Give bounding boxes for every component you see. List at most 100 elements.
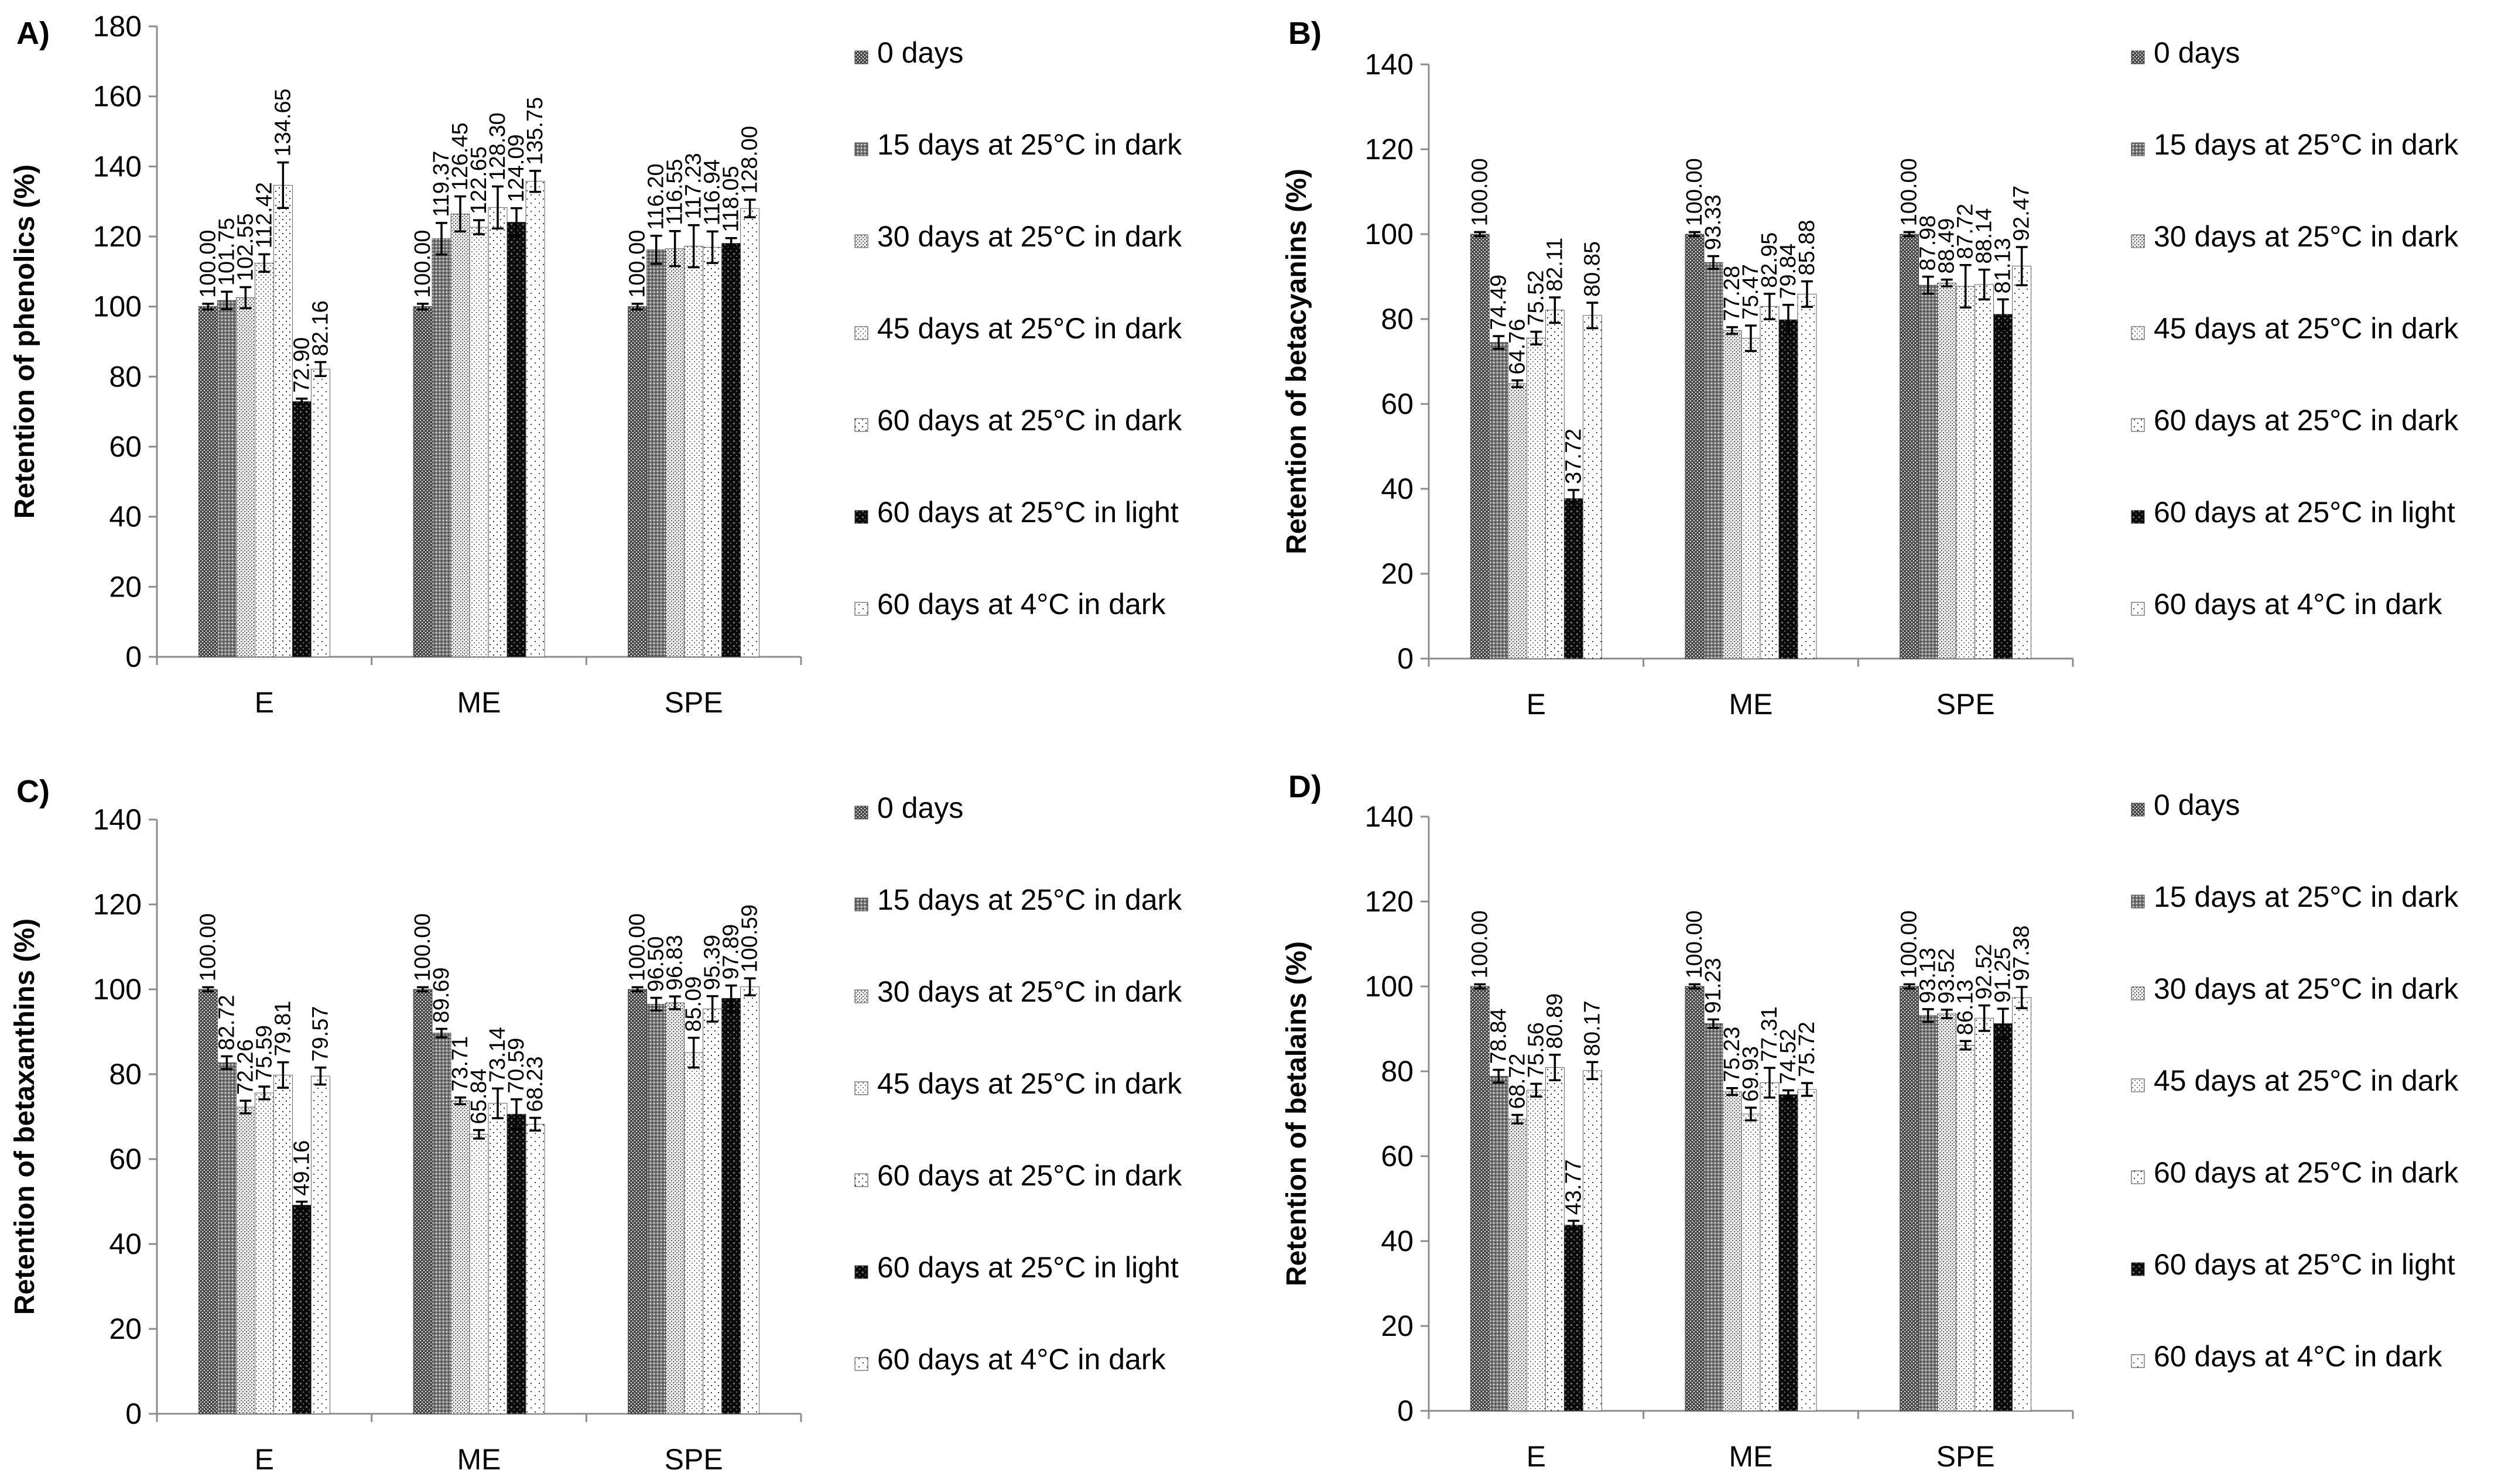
y-tick-label: 80 [1381,1055,1414,1088]
x-category-label: E [1527,1440,1546,1473]
data-label: 135.75 [523,97,547,165]
y-axis-title: Retention of betaxanthins (%) [9,918,40,1315]
x-category-label: E [255,1443,274,1476]
legend-swatch [854,806,868,820]
legend-swatch [2131,326,2145,340]
x-category-label: SPE [665,1443,723,1476]
bar [1470,234,1490,659]
bar [1545,310,1565,659]
y-tick-label: 160 [93,80,142,113]
data-label: 102.55 [233,213,258,281]
bar [1956,286,1976,659]
bar [413,306,433,657]
bar [646,1003,666,1414]
x-category-label: ME [1729,688,1773,721]
bar [628,306,648,657]
y-tick-label: 100 [1365,218,1414,251]
bar [1797,293,1817,659]
legend-swatch [2131,803,2145,817]
data-label: 100.59 [738,904,762,972]
data-label: 112.42 [252,182,276,248]
data-label: 80.89 [1542,993,1567,1049]
data-label: 75.23 [1720,1027,1744,1082]
bar [684,1052,704,1414]
x-category-label: SPE [665,686,723,719]
data-label: 134.65 [271,88,295,156]
legend-label: 45 days at 25°C in dark [877,312,1182,345]
data-label: 100.00 [1897,158,1922,226]
y-tick-label: 60 [1381,388,1414,420]
data-label: 49.16 [289,1140,314,1196]
legend-label: 45 days at 25°C in dark [2154,312,2459,345]
y-tick-label: 140 [93,803,142,836]
legend-swatch [2131,1078,2145,1092]
y-tick-label: 140 [1365,48,1414,81]
legend-swatch [854,142,868,156]
data-label: 92.47 [2010,186,2034,241]
bar [217,1062,237,1414]
bar [198,989,218,1414]
legend-swatch [854,1081,868,1095]
data-label: 118.05 [719,166,744,232]
bar [525,1123,545,1414]
bar [469,1134,489,1414]
bar [721,998,741,1414]
data-label: 122.65 [467,146,491,214]
bar [1778,319,1798,659]
x-category-label: E [255,686,274,719]
legend-label: 15 days at 25°C in dark [877,883,1182,916]
bar [1975,284,1994,659]
legend-swatch [854,326,868,340]
y-tick-label: 0 [1397,642,1414,675]
y-tick-label: 20 [109,1312,142,1345]
bar [235,297,255,657]
bar [1685,234,1705,659]
y-tick-label: 40 [1381,472,1414,505]
bar [254,262,274,657]
data-label: 97.89 [719,924,744,979]
data-label: 96.50 [644,936,669,992]
bar [1993,1023,2013,1411]
bar [2012,266,2032,659]
chart-panel-1: A) Retention of phenolics (%) 0 20 40 60 80 100… [9,10,1182,719]
data-label: 82.72 [214,995,239,1050]
x-category-label: ME [457,1443,501,1476]
data-label: 101.75 [214,218,239,286]
legend-label: 30 days at 25°C in dark [877,220,1182,253]
data-label: 93.33 [1701,194,1726,250]
legend-swatch [2131,50,2145,64]
data-label: 117.23 [682,153,706,219]
data-label: 128.30 [485,112,510,180]
bar [1900,234,1919,659]
legend-swatch [2131,510,2145,524]
legend-label: 60 days at 4°C in dark [877,1343,1166,1376]
legend-label: 15 days at 25°C in dark [2154,880,2459,913]
data-label: 85.88 [1795,220,1819,276]
data-label: 72.90 [289,337,314,393]
data-label: 91.23 [1701,958,1726,1013]
legend-label: 15 days at 25°C in dark [2154,128,2459,161]
panel-letter: C) [16,774,50,809]
bar [1741,1113,1761,1411]
legend-swatch [2131,418,2145,432]
bar [292,1205,312,1414]
legend-label: 45 days at 25°C in dark [877,1067,1182,1100]
legend-swatch [854,418,868,432]
legend-label: 30 days at 25°C in dark [2154,220,2459,253]
panel-letter: A) [16,16,50,51]
legend-label: 15 days at 25°C in dark [877,128,1182,161]
bar [450,214,470,657]
y-tick-label: 60 [1381,1140,1414,1173]
data-label: 74.52 [1776,1029,1801,1084]
y-tick-label: 120 [93,888,142,921]
data-label: 72.26 [233,1039,258,1095]
data-label: 100.00 [1897,910,1922,978]
data-label: 73.14 [485,1027,510,1082]
data-label: 96.83 [663,935,687,991]
bar [740,208,760,657]
data-label: 100.00 [410,913,435,981]
data-label: 100.00 [196,913,220,981]
y-tick-label: 120 [1365,133,1414,166]
bar [450,1101,470,1414]
y-tick-label: 140 [1365,800,1414,833]
